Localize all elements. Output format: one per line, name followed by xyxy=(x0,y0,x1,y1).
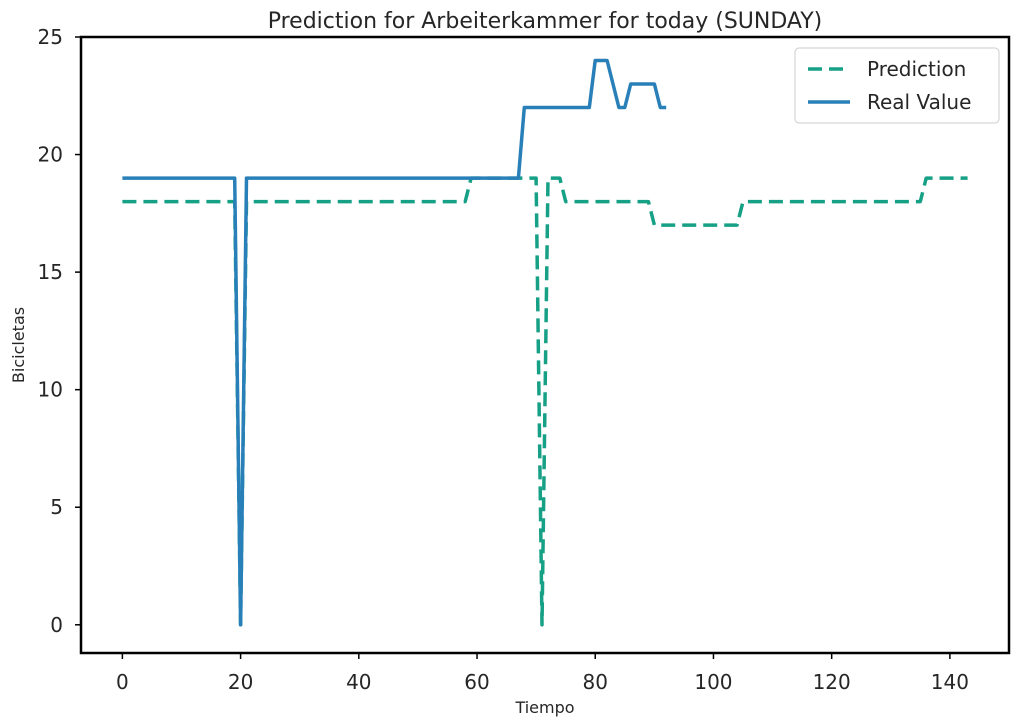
legend-box xyxy=(794,47,1000,124)
series-line-1 xyxy=(122,58,667,627)
plot-frame xyxy=(79,35,1011,655)
plot-area xyxy=(122,58,968,627)
x-tick-label: 0 xyxy=(116,670,129,694)
axis-ticks: 0 20 40 60 80 100 120 140 0 5 10 15 20 25 xyxy=(38,25,969,694)
y-tick-label: 10 xyxy=(38,378,63,402)
y-tick-label: 25 xyxy=(38,25,63,49)
chart-title: Prediction for Arbeiterkammer for today … xyxy=(268,9,823,34)
legend-label-0: Prediction xyxy=(867,57,966,81)
y-tick-label: 15 xyxy=(38,260,63,284)
x-axis-label: Tiempo xyxy=(514,698,574,717)
x-tick-label: 20 xyxy=(228,670,253,694)
x-tick-label: 120 xyxy=(813,670,851,694)
x-tick-label: 140 xyxy=(931,670,969,694)
y-tick-label: 20 xyxy=(38,143,63,167)
y-tick-label: 5 xyxy=(50,495,63,519)
legend: Prediction Real Value xyxy=(794,47,1000,124)
y-tick-label: 0 xyxy=(50,613,63,637)
y-axis-label: Bicicletas xyxy=(9,307,28,383)
x-tick-label: 60 xyxy=(464,670,489,694)
x-tick-label: 100 xyxy=(694,670,732,694)
legend-label-1: Real Value xyxy=(867,90,971,114)
series-line-0 xyxy=(122,176,968,627)
x-tick-label: 80 xyxy=(583,670,608,694)
x-tick-label: 40 xyxy=(346,670,371,694)
